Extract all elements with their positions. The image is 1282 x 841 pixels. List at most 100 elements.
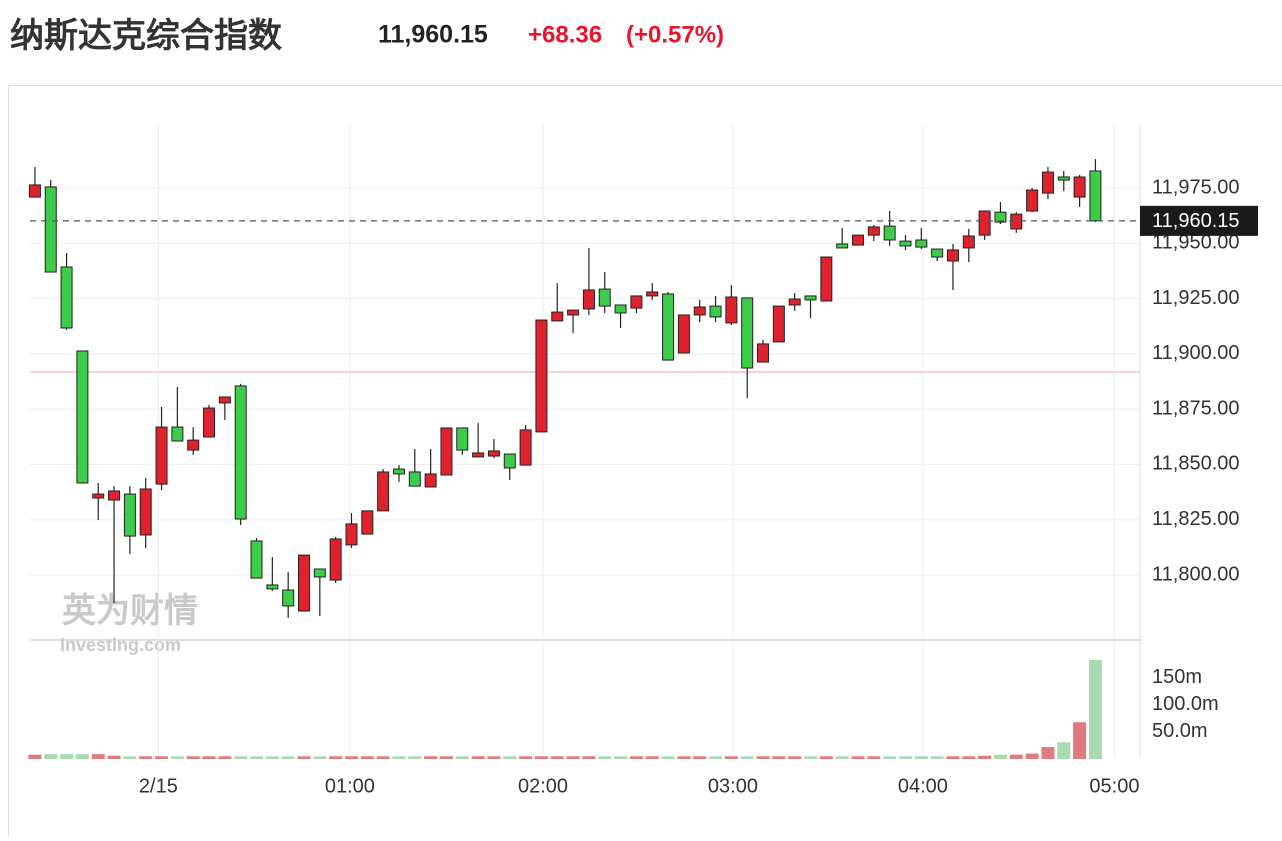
candle-body bbox=[758, 344, 769, 362]
title: 纳斯达克综合指数 bbox=[10, 17, 282, 55]
y-tick-label: 11,825.00 bbox=[1152, 508, 1240, 530]
volume-bar bbox=[487, 756, 500, 759]
watermark-site: Investing.com bbox=[60, 635, 181, 655]
last-price-label: 11,960.15 bbox=[1152, 210, 1240, 232]
candle-body bbox=[583, 290, 594, 309]
volume-bar bbox=[1073, 722, 1086, 759]
candle-body bbox=[837, 244, 848, 248]
volume-bar bbox=[313, 756, 326, 759]
candle-body bbox=[299, 555, 310, 611]
candle-body bbox=[93, 494, 104, 498]
volume-bar bbox=[899, 756, 912, 759]
volume-bar bbox=[139, 756, 152, 759]
volume-bar bbox=[28, 755, 41, 759]
volume-bar bbox=[693, 756, 706, 759]
volume-bar bbox=[662, 756, 675, 759]
candle-body bbox=[441, 428, 452, 475]
candle-body bbox=[29, 185, 40, 197]
volume-bar bbox=[187, 756, 200, 759]
x-tick-label: 01:00 bbox=[325, 775, 375, 797]
change: +68.36 bbox=[528, 21, 602, 48]
volume-bar bbox=[1010, 755, 1023, 759]
volume-bar bbox=[408, 756, 421, 759]
x-tick-label: 03:00 bbox=[708, 775, 758, 797]
candle-body bbox=[172, 427, 183, 441]
candle-body bbox=[330, 539, 341, 580]
volume-bar bbox=[741, 756, 754, 759]
candle-body bbox=[1058, 177, 1069, 180]
candle-body bbox=[346, 524, 357, 545]
candle-body bbox=[710, 306, 721, 317]
volume-bar bbox=[76, 754, 89, 759]
volume-bar bbox=[519, 756, 532, 759]
candle-body bbox=[219, 397, 230, 403]
volume-bar bbox=[218, 756, 231, 759]
volume-bar bbox=[567, 756, 580, 759]
volume-bar bbox=[804, 756, 817, 759]
volume-tick-label: 100.0m bbox=[1152, 693, 1219, 715]
candle-body bbox=[947, 250, 958, 261]
volume-bar bbox=[298, 756, 311, 759]
candle-body bbox=[77, 351, 88, 483]
candle-body bbox=[45, 187, 56, 272]
candle-body bbox=[631, 296, 642, 308]
candle-body bbox=[979, 211, 990, 235]
volume-bar bbox=[772, 756, 785, 759]
candle-body bbox=[473, 453, 484, 457]
candle-body bbox=[1027, 190, 1038, 211]
volume-bar bbox=[551, 756, 564, 759]
candle-body bbox=[568, 310, 579, 315]
candle-body bbox=[235, 386, 246, 519]
y-tick-label: 11,925.00 bbox=[1152, 287, 1240, 309]
candle-body bbox=[61, 267, 72, 328]
volume-bar bbox=[108, 756, 121, 759]
watermark-brand: 英为财情 bbox=[62, 592, 198, 630]
volume-bar bbox=[266, 756, 279, 759]
x-tick-label: 02:00 bbox=[518, 775, 568, 797]
volume-bar bbox=[456, 756, 469, 759]
candle-body bbox=[900, 241, 911, 246]
volume-bar bbox=[345, 756, 358, 759]
volume-bar bbox=[503, 756, 516, 759]
change-pct: (+0.57%) bbox=[626, 21, 724, 48]
x-tick-label: 05:00 bbox=[1089, 775, 1139, 797]
volume-tick-label: 150m bbox=[1152, 666, 1202, 688]
volume-bar bbox=[123, 756, 136, 759]
candle-body bbox=[805, 296, 816, 300]
x-tick-label: 04:00 bbox=[898, 775, 948, 797]
candle-body bbox=[124, 494, 135, 536]
candle-body bbox=[520, 430, 531, 465]
candle-body bbox=[868, 227, 879, 235]
y-tick-label: 11,875.00 bbox=[1152, 397, 1240, 419]
volume-bar bbox=[709, 756, 722, 759]
price: 11,960.15 bbox=[378, 21, 488, 49]
candle-body bbox=[188, 440, 199, 450]
candle-body bbox=[156, 427, 167, 484]
volume-bar bbox=[329, 756, 342, 759]
y-tick-label: 11,900.00 bbox=[1152, 342, 1240, 364]
candle-body bbox=[853, 235, 864, 245]
volume-bar bbox=[582, 756, 595, 759]
candle-body bbox=[821, 257, 832, 301]
volume-bar bbox=[250, 756, 263, 759]
x-tick-label: 2/15 bbox=[139, 775, 178, 797]
volume-bar bbox=[361, 756, 374, 759]
volume-bar bbox=[725, 756, 738, 759]
volume-bar bbox=[60, 754, 73, 759]
volume-bar bbox=[282, 756, 295, 759]
candle-body bbox=[267, 585, 278, 589]
volume-bar bbox=[836, 756, 849, 759]
candle-body bbox=[457, 428, 468, 450]
volume-bar bbox=[1089, 660, 1102, 759]
candle-body bbox=[504, 454, 515, 468]
volume-bar bbox=[946, 756, 959, 759]
volume-bar bbox=[1026, 754, 1039, 759]
candle-body bbox=[409, 472, 420, 486]
volume-bar bbox=[598, 756, 611, 759]
candle-body bbox=[425, 474, 436, 487]
candle-body bbox=[726, 297, 737, 323]
candle-body bbox=[1042, 172, 1053, 193]
candle-body bbox=[884, 226, 895, 240]
candle-body bbox=[1074, 177, 1085, 197]
